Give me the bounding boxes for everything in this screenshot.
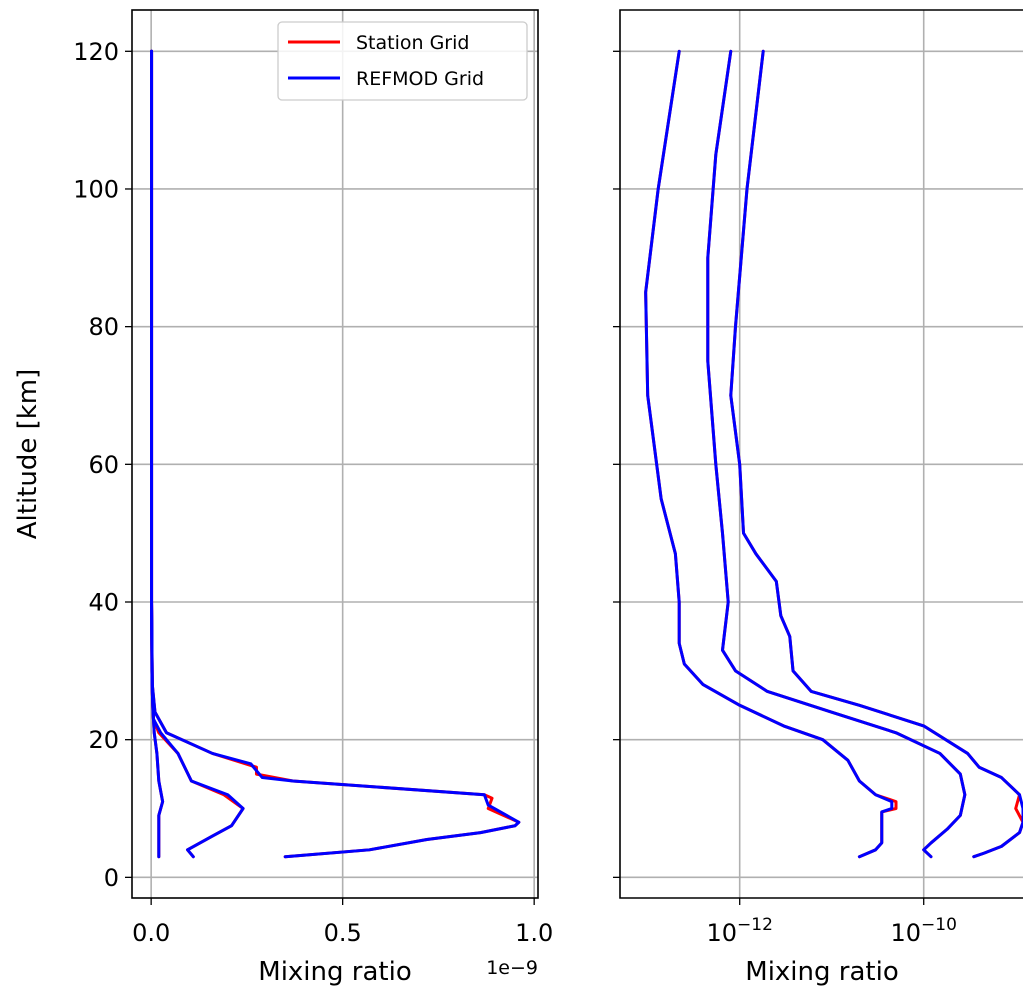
left-gridlines <box>132 10 538 898</box>
left-panel: 0 20 40 60 80 100 120 0.0 0.5 1.0 Mixing ratio Al… <box>13 9 553 987</box>
left-series-group <box>150 49 521 859</box>
legend: Station Grid REFMOD Grid <box>277 21 528 101</box>
left-ytick-label: 60 <box>88 451 119 479</box>
legend-box <box>277 21 528 101</box>
right-series-group <box>644 49 1023 859</box>
right-axes-frame <box>619 9 1023 899</box>
left-axes-frame <box>131 9 539 899</box>
right-series-line-refmod-grid-5 <box>729 49 1023 859</box>
legend-label-station-grid: Station Grid <box>356 32 469 54</box>
right-series-line-station-grid-1 <box>706 49 967 859</box>
right-series-line-refmod-grid-4 <box>706 49 967 859</box>
left-x-axis-label: Mixing ratio <box>258 957 411 987</box>
right-x-axis-label: Mixing ratio <box>745 957 898 987</box>
right-series-line-station-grid-0 <box>644 49 898 859</box>
right-panel: 10−12 10−10 Mixing ratio <box>613 9 1023 987</box>
right-series-line-station-grid-2 <box>729 49 1023 859</box>
right-gridlines <box>620 10 1023 898</box>
left-ytick-label: 20 <box>88 726 119 754</box>
left-y-axis-label: Altitude [km] <box>13 369 43 540</box>
left-series-line-refmod-grid-5 <box>150 49 521 859</box>
right-ticks: 10−12 10−10 <box>613 50 957 947</box>
left-ytick-label: 0 <box>104 864 119 892</box>
left-ytick-label: 40 <box>88 589 119 617</box>
left-xtick-label: 0.0 <box>132 919 170 947</box>
left-series-line-station-grid-2 <box>150 49 521 859</box>
left-xtick-label: 0.5 <box>324 919 362 947</box>
left-ytick-label: 100 <box>73 175 119 203</box>
left-ytick-label: 120 <box>73 38 119 66</box>
left-x-offset-text: 1e−9 <box>486 957 538 979</box>
right-xtick-label: 10−10 <box>890 915 956 947</box>
left-xtick-label: 1.0 <box>515 919 553 947</box>
left-series-line-refmod-grid-4 <box>150 49 245 859</box>
right-series-line-refmod-grid-3 <box>644 49 894 859</box>
right-xtick-label: 10−12 <box>706 915 772 947</box>
left-ytick-label: 80 <box>88 313 119 341</box>
left-ticks: 0 20 40 60 80 100 120 0.0 0.5 1.0 <box>73 38 553 947</box>
legend-label-refmod-grid: REFMOD Grid <box>356 68 484 90</box>
